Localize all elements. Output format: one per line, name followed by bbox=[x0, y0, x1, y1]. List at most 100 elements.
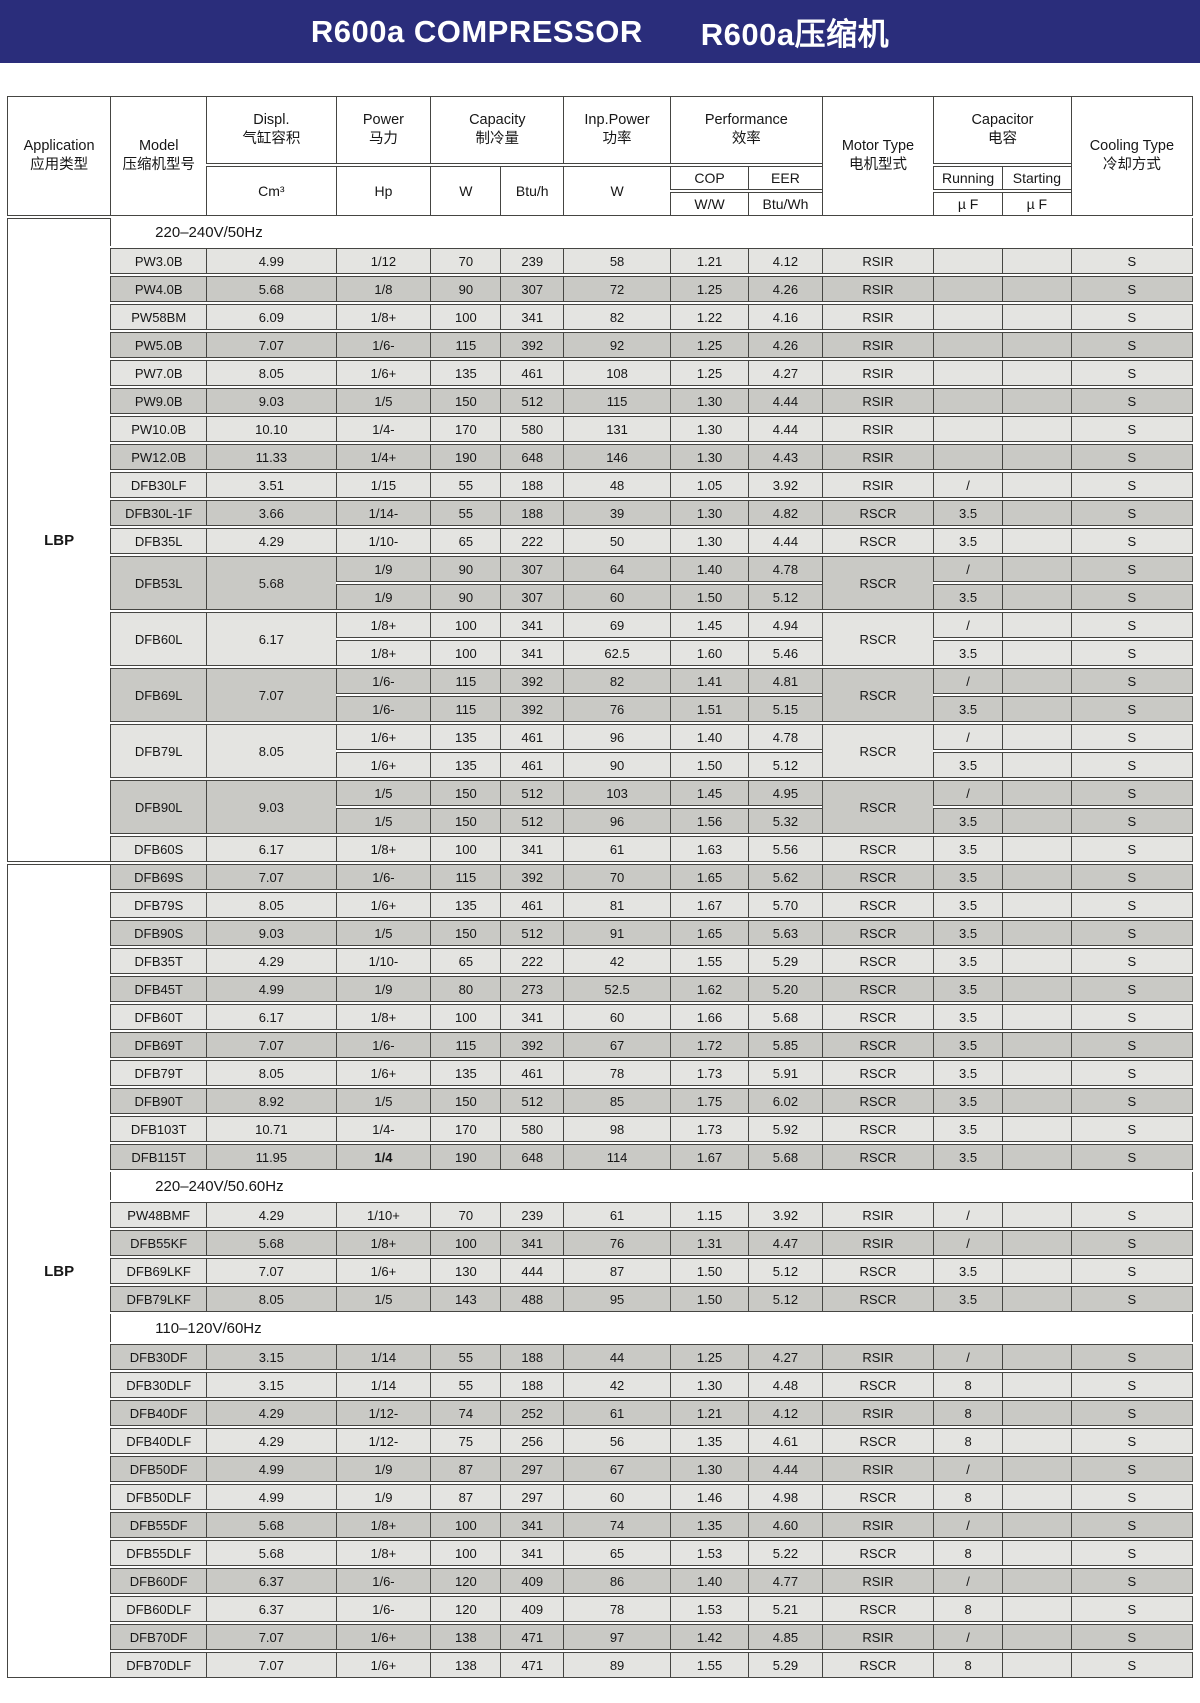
cell-displ: 7.07 bbox=[206, 864, 336, 890]
cell-cool: S bbox=[1070, 332, 1193, 358]
cell-eer: 5.68 bbox=[748, 1144, 822, 1170]
cell-btu: 580 bbox=[500, 1116, 564, 1142]
cell-cop: 1.67 bbox=[669, 892, 749, 918]
cell-inp: 95 bbox=[563, 1286, 670, 1312]
cell-w: 100 bbox=[430, 640, 501, 666]
cell-eer: 4.12 bbox=[748, 248, 822, 274]
compressor-spec-table: Application 应用类型 Model 压缩机型号 Displ. 气缸容积… bbox=[7, 94, 1193, 1680]
cell-motor: RSIR bbox=[821, 388, 934, 414]
cell-cool: S bbox=[1070, 1652, 1193, 1678]
cell-cool: S bbox=[1070, 1484, 1193, 1510]
cell-motor: RSCR bbox=[821, 1540, 934, 1566]
cell-eer: 5.56 bbox=[748, 836, 822, 862]
col-model: Model 压缩机型号 bbox=[110, 96, 207, 216]
cell-model: DFB55DF bbox=[110, 1512, 207, 1538]
cell-start bbox=[1001, 836, 1071, 862]
title-chinese: R600a压缩机 bbox=[700, 17, 890, 52]
cell-run: 3.5 bbox=[933, 640, 1002, 666]
cell-hp: 1/6- bbox=[335, 1568, 431, 1594]
cell-hp: 1/12- bbox=[335, 1400, 431, 1426]
cell-model: PW10.0B bbox=[110, 416, 207, 442]
cell-eer: 5.29 bbox=[748, 1652, 822, 1678]
cell-btu: 461 bbox=[500, 752, 564, 778]
cell-btu: 392 bbox=[500, 864, 564, 890]
cell-w: 135 bbox=[430, 724, 501, 750]
cell-start bbox=[1001, 388, 1071, 414]
cell-motor: RSCR bbox=[821, 556, 934, 610]
cell-start bbox=[1001, 1540, 1071, 1566]
cell-model: DFB45T bbox=[110, 976, 207, 1002]
cell-displ: 6.17 bbox=[206, 1004, 336, 1030]
cell-hp: 1/9 bbox=[335, 1456, 431, 1482]
cell-cool: S bbox=[1070, 248, 1193, 274]
cell-cop: 1.50 bbox=[669, 1258, 749, 1284]
cell-model: DFB35T bbox=[110, 948, 207, 974]
cell-displ: 9.03 bbox=[206, 388, 336, 414]
cell-w: 75 bbox=[430, 1428, 501, 1454]
cell-inp: 114 bbox=[563, 1144, 670, 1170]
cell-cool: S bbox=[1070, 612, 1193, 638]
cell-start bbox=[1001, 1344, 1071, 1370]
cell-w: 138 bbox=[430, 1652, 501, 1678]
cell-model: DFB30LF bbox=[110, 472, 207, 498]
cell-w: 150 bbox=[430, 1088, 501, 1114]
cell-hp: 1/5 bbox=[335, 1286, 431, 1312]
cell-start bbox=[1001, 640, 1071, 666]
cell-hp: 1/9 bbox=[335, 1484, 431, 1510]
table-row: DFB53L 5.68 1/9 90 307 64 1.40 4.78 RSCR / S bbox=[7, 556, 1193, 610]
cell-btu: 392 bbox=[500, 696, 564, 722]
cell-btu: 392 bbox=[500, 668, 564, 694]
cell-start bbox=[1001, 360, 1071, 386]
unit-capacity-w: W bbox=[430, 166, 501, 216]
cell-displ: 5.68 bbox=[206, 1230, 336, 1256]
cell-hp: 1/4+ bbox=[335, 444, 431, 470]
table-row: DFB60S 6.17 1/8+ 100 341 61 1.63 5.56 RSCR 3.5 S bbox=[7, 836, 1193, 862]
cell-run bbox=[933, 276, 1002, 302]
cell-run: 8 bbox=[933, 1428, 1002, 1454]
cell-motor: RSIR bbox=[821, 416, 934, 442]
cell-motor: RSCR bbox=[821, 612, 934, 666]
cell-hp: 1/6+ bbox=[335, 752, 431, 778]
cell-hp: 1/8+ bbox=[335, 640, 431, 666]
cell-start bbox=[1001, 948, 1071, 974]
cell-start bbox=[1001, 892, 1071, 918]
cell-eer: 5.70 bbox=[748, 892, 822, 918]
table-row: DFB60DLF 6.37 1/6- 120 409 78 1.53 5.21 RSCR 8 S bbox=[7, 1596, 1193, 1622]
cell-start bbox=[1001, 780, 1071, 806]
cell-btu: 488 bbox=[500, 1286, 564, 1312]
cell-cop: 1.40 bbox=[669, 1568, 749, 1594]
table-row: DFB79LKF 8.05 1/5 143 488 95 1.50 5.12 RSCR 3.5 S bbox=[7, 1286, 1193, 1312]
cell-model: DFB35L bbox=[110, 528, 207, 554]
cell-cool: S bbox=[1070, 948, 1193, 974]
cell-displ: 10.71 bbox=[206, 1116, 336, 1142]
table-body: LBP 220–240V/50Hz PW3.0B 4.99 1/12 70 239 58 1.2… bbox=[7, 218, 1193, 1678]
cell-cop: 1.46 bbox=[669, 1484, 749, 1510]
cell-btu: 188 bbox=[500, 1344, 564, 1370]
cell-eer: 5.29 bbox=[748, 948, 822, 974]
cell-w: 100 bbox=[430, 304, 501, 330]
table-row: DFB30L-1F 3.66 1/14- 55 188 39 1.30 4.82 RSCR 3.5… bbox=[7, 500, 1193, 526]
col-power: Power 马力 bbox=[335, 96, 431, 164]
cell-model: DFB50DLF bbox=[110, 1484, 207, 1510]
cell-model: DFB55DLF bbox=[110, 1540, 207, 1566]
cell-w: 90 bbox=[430, 276, 501, 302]
cell-start bbox=[1001, 1116, 1071, 1142]
cell-inp: 78 bbox=[563, 1596, 670, 1622]
cell-cool: S bbox=[1070, 780, 1193, 806]
cell-w: 135 bbox=[430, 752, 501, 778]
cell-btu: 341 bbox=[500, 640, 564, 666]
table-subrow: 1/8+ 100 341 62.5 1.60 5.46 3.5 S bbox=[7, 640, 1193, 666]
cell-start bbox=[1001, 1428, 1071, 1454]
col-eer: EER bbox=[748, 166, 822, 190]
cell-hp: 1/6- bbox=[335, 1032, 431, 1058]
cell-inp: 96 bbox=[563, 808, 670, 834]
cell-inp: 108 bbox=[563, 360, 670, 386]
cell-displ: 7.07 bbox=[206, 1652, 336, 1678]
cell-w: 87 bbox=[430, 1484, 501, 1510]
cell-model: DFB30DF bbox=[110, 1344, 207, 1370]
cell-btu: 461 bbox=[500, 1060, 564, 1086]
unit-power: Hp bbox=[335, 166, 431, 216]
cell-btu: 512 bbox=[500, 920, 564, 946]
cell-cop: 1.45 bbox=[669, 780, 749, 806]
cell-btu: 188 bbox=[500, 472, 564, 498]
